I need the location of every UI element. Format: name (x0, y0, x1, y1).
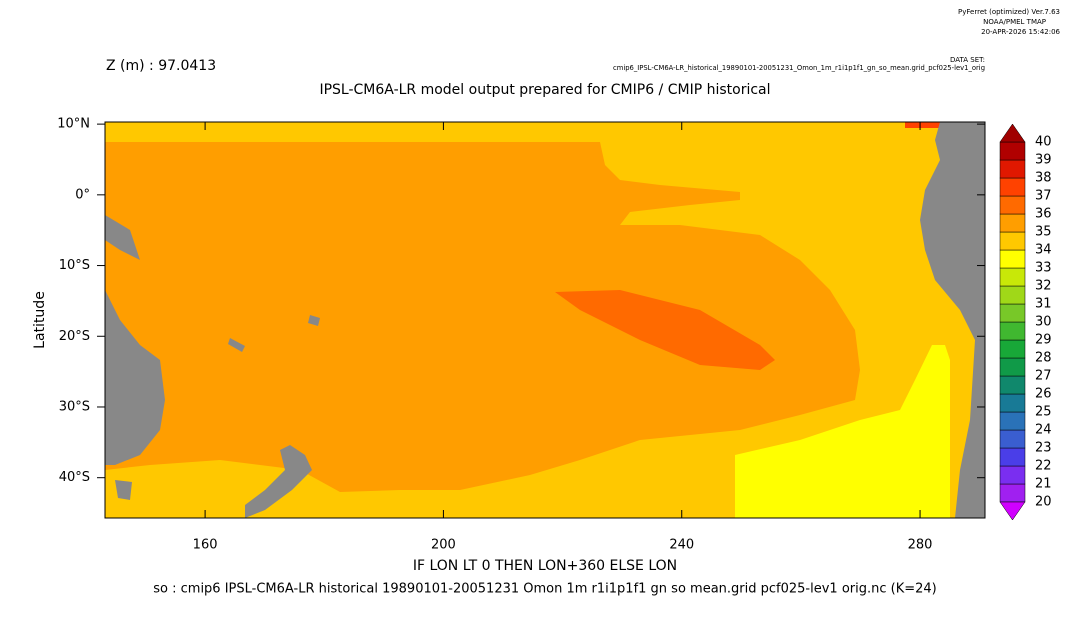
x-tick-label: 200 (431, 538, 456, 553)
colorbar-label: 35 (1035, 225, 1052, 240)
colorbar-label: 28 (1035, 351, 1052, 366)
colorbar-band (999, 267, 1026, 287)
software-line: NOAA/PMEL TMAP (983, 18, 1046, 26)
land-island (308, 315, 320, 326)
footer: so : cmip6 IPSL-CM6A-LR historical 19890… (153, 582, 936, 597)
colorbar-label: 39 (1035, 153, 1052, 168)
contour-region (105, 142, 860, 492)
y-tick-label: 30°S (59, 399, 90, 414)
colorbar-label: 37 (1035, 189, 1052, 204)
x-tick-label: 240 (669, 538, 694, 553)
dataset-label: DATA SET: (950, 56, 985, 64)
y-tick-label: 0° (75, 187, 90, 202)
colorbar-label: 36 (1035, 207, 1052, 222)
colorbar-over (999, 123, 1026, 143)
colorbar-label: 38 (1035, 171, 1052, 186)
y-tick-label: 20°S (59, 329, 90, 344)
colorbar-label: 20 (1035, 495, 1052, 510)
land-south-america (920, 122, 985, 518)
x-tick-label: 280 (908, 538, 933, 553)
colorbar-band (999, 429, 1026, 449)
colorbar-under (999, 501, 1026, 521)
colorbar-band (999, 357, 1026, 377)
colorbar-band (999, 375, 1026, 395)
colorbar-label: 30 (1035, 315, 1052, 330)
colorbar-label: 25 (1035, 405, 1052, 420)
colorbar-label: 32 (1035, 279, 1052, 294)
land-australia (105, 290, 165, 465)
y-tick-label: 40°S (59, 470, 90, 485)
contour-region (735, 345, 950, 518)
contour-region (905, 122, 945, 128)
chart-title: IPSL-CM6A-LR model output prepared for C… (319, 82, 770, 98)
dataset-name: cmip6_IPSL-CM6A-LR_historical_19890101-2… (613, 64, 985, 72)
colorbar-band (999, 339, 1026, 359)
colorbar-band (999, 447, 1026, 467)
land-island (228, 338, 245, 352)
colorbar-label: 22 (1035, 459, 1052, 474)
colorbar-band (999, 285, 1026, 305)
colorbar-label: 21 (1035, 477, 1052, 492)
colorbar-label: 31 (1035, 297, 1052, 312)
colorbar-label: 26 (1035, 387, 1052, 402)
colorbar-label: 24 (1035, 423, 1052, 438)
colorbar-band (999, 249, 1026, 269)
colorbar-label: 40 (1035, 135, 1052, 150)
land-new-zealand (245, 445, 312, 518)
colorbar-band (999, 321, 1026, 341)
depth-label: Z (m) : 97.0413 (106, 58, 216, 74)
colorbar-label: 27 (1035, 369, 1052, 384)
land (105, 122, 985, 518)
colorbar-band (999, 231, 1026, 251)
colorbar-band (999, 411, 1026, 431)
colorbar-band (999, 141, 1026, 161)
colorbar-band (999, 177, 1026, 197)
software-line: 20-APR-2026 15:42:06 (981, 28, 1060, 36)
land-new-guinea (105, 215, 140, 260)
plot-frame (104, 121, 986, 519)
colorbar-band (999, 303, 1026, 323)
colorbar-band (999, 465, 1026, 485)
colorbar-band (999, 159, 1026, 179)
colorbar-band (999, 483, 1026, 503)
colorbar-label: 33 (1035, 261, 1052, 276)
x-axis-label: IF LON LT 0 THEN LON+360 ELSE LON (413, 558, 677, 574)
y-tick-label: 10°N (57, 117, 90, 132)
contour-region (555, 290, 775, 370)
software-line: PyFerret (optimized) Ver.7.63 (958, 8, 1060, 16)
colorbar-band (999, 213, 1026, 233)
y-tick-label: 10°S (59, 258, 90, 273)
colorbar-label: 34 (1035, 243, 1052, 258)
colorbar-band (999, 195, 1026, 215)
x-tick-label: 160 (193, 538, 218, 553)
land-tasmania (115, 480, 132, 500)
field (105, 122, 985, 518)
colorbar-label: 29 (1035, 333, 1052, 348)
colorbar-label: 23 (1035, 441, 1052, 456)
colorbar-band (999, 393, 1026, 413)
y-axis-label: Latitude (32, 291, 48, 349)
